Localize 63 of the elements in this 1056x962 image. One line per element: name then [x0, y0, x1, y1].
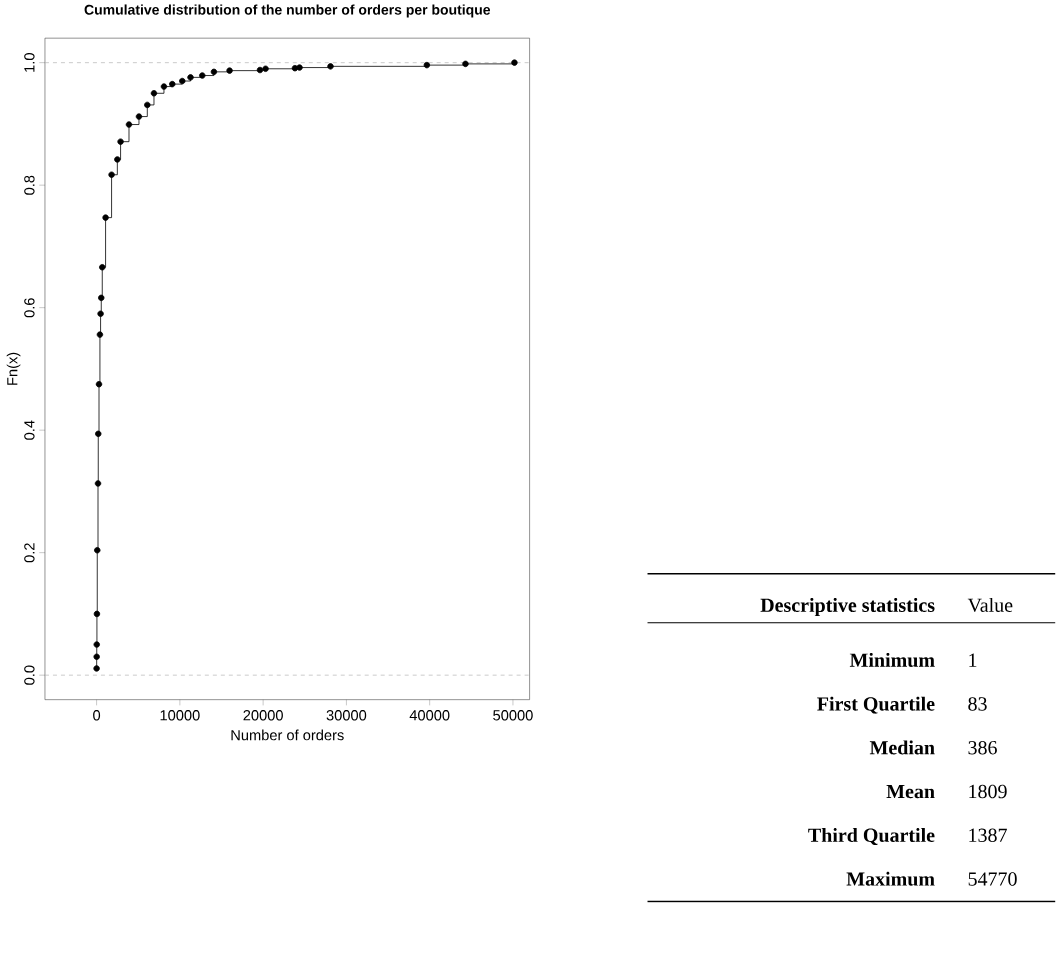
point: [125, 121, 133, 128]
category-label: Median: [869, 740, 935, 755]
point: [93, 641, 100, 648]
y-tick-label: 0.4: [24, 420, 35, 441]
data-label: 1: [969, 653, 977, 667]
x-tick-label: 30000: [326, 710, 367, 721]
data-label: 83: [968, 697, 987, 711]
x-tick-label: 50000: [493, 710, 533, 721]
point: [95, 430, 102, 438]
point: [150, 90, 158, 97]
point: [327, 63, 334, 70]
point: [95, 381, 103, 388]
point: [226, 67, 233, 75]
y-axis-title: Fn(x): [6, 352, 21, 386]
point: [296, 64, 303, 71]
x-tick-label: 20000: [243, 710, 283, 721]
point: [423, 62, 431, 69]
point: [96, 331, 104, 339]
point: [117, 138, 124, 146]
point: [94, 547, 101, 554]
y-tick-label: 0.6: [24, 298, 35, 318]
chart-title: Cumulative distribution of the number of orders per boutique: [84, 4, 491, 18]
point: [98, 294, 105, 302]
x-tick-label: 10000: [160, 710, 200, 721]
y-tick-label: 0.0: [24, 665, 35, 686]
point: [511, 59, 518, 67]
point: [179, 78, 186, 85]
category-label: Mean: [886, 785, 935, 799]
point: [94, 480, 102, 487]
point: [144, 101, 151, 109]
point: [102, 214, 109, 222]
point: [108, 171, 115, 179]
point: [187, 74, 194, 81]
point: [256, 67, 264, 74]
category-label: Minimum: [849, 653, 935, 668]
category-label: Maximum: [846, 871, 935, 887]
data-label: 1809: [969, 784, 1007, 799]
point: [93, 665, 100, 672]
point: [160, 83, 168, 90]
point: [199, 72, 206, 79]
x-tick-label: 0: [93, 710, 101, 721]
point: [93, 610, 101, 618]
category-label: First Quartile: [817, 696, 935, 714]
data-label: 1387: [969, 828, 1007, 843]
y-tick-label: 1.0: [24, 53, 35, 72]
point: [135, 113, 143, 120]
point: [262, 65, 269, 73]
point: [114, 156, 121, 163]
point: [210, 68, 218, 76]
x-tick-label: 40000: [409, 710, 450, 721]
data-label: 386: [968, 741, 997, 755]
point: [462, 60, 469, 68]
text: Descriptive statistics: [760, 598, 935, 617]
point: [93, 653, 100, 661]
x-axis-title: Number of orders: [231, 729, 344, 741]
y-tick-label: 0.8: [24, 175, 35, 196]
point: [97, 310, 104, 318]
point: [99, 264, 106, 271]
point: [169, 81, 176, 88]
category-label: Third Quartile: [808, 828, 935, 846]
y-tick-label: 0.2: [24, 543, 35, 563]
text: Value: [967, 598, 1013, 613]
data-label: 54770: [968, 872, 1017, 886]
